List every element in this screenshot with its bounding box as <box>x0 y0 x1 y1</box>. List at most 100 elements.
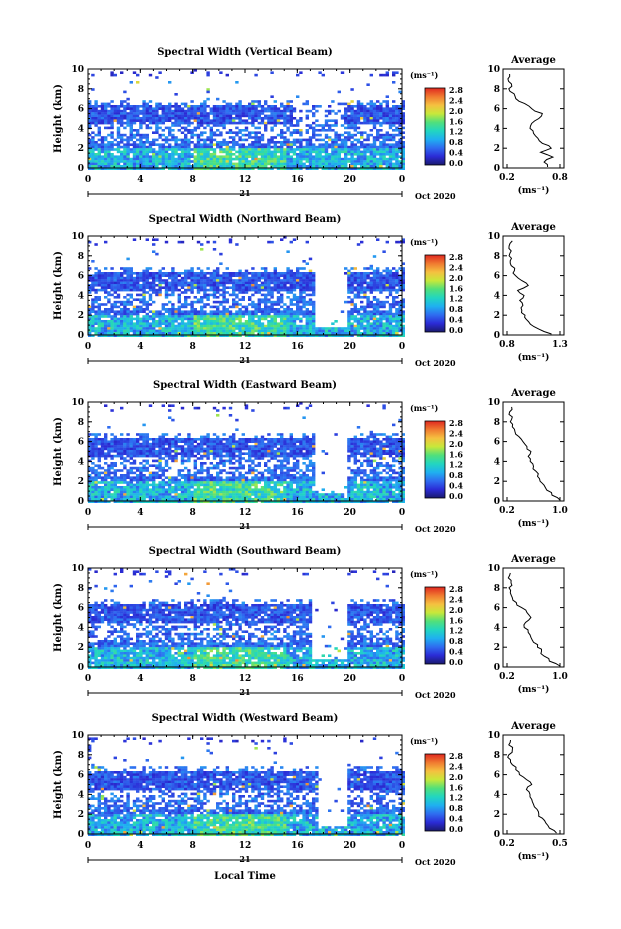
x-tick-label: 12 <box>239 175 252 185</box>
colorbar-tick-label: 2.4 <box>449 761 463 771</box>
average-title: Average <box>510 222 556 233</box>
average-title: Average <box>510 55 556 66</box>
colorbar-tick-label: 0.4 <box>449 814 463 824</box>
y-tick-label: 4 <box>78 291 84 301</box>
heatmap-cells <box>88 737 405 836</box>
y-tick-label: 6 <box>78 438 84 448</box>
average-y-tick-label: 0 <box>494 663 500 673</box>
average-frame <box>502 401 565 502</box>
panel-title: Spectral Width (Westward Beam) <box>152 713 339 724</box>
colorbar <box>424 87 446 166</box>
average-x-tick-label: 0.2 <box>499 839 515 849</box>
average-y-tick-label: 2 <box>494 477 500 487</box>
colorbar-unit: (ms⁻¹) <box>410 403 438 413</box>
x-tick-label: 20 <box>343 175 356 185</box>
x-tick-label: 8 <box>190 342 196 352</box>
colorbar-tick-label: 1.2 <box>449 793 463 803</box>
x-tick-label: 0 <box>85 342 91 352</box>
colorbar-tick-label: 2.4 <box>449 428 463 438</box>
average-x-label: (ms⁻¹) <box>518 851 550 862</box>
x-tick-label: 0 <box>85 175 91 185</box>
y-tick-label: 8 <box>78 751 84 761</box>
average-y-tick-label: 6 <box>494 105 500 115</box>
y-tick-label: 2 <box>78 311 84 321</box>
average-y-tick-label: 10 <box>487 232 500 242</box>
average-y-tick-label: 0 <box>494 497 500 507</box>
colorbar-tick-label: 2.0 <box>449 106 463 116</box>
average-y-tick-label: 4 <box>494 457 500 467</box>
x-tick-label: 4 <box>137 841 143 851</box>
colorbar-tick-label: 1.6 <box>449 449 463 459</box>
x-tick-label: 20 <box>343 674 356 684</box>
average-y-tick-label: 2 <box>494 311 500 321</box>
colorbar-tick-label: 2.4 <box>449 594 463 604</box>
colorbar-tick-label: 2.0 <box>449 772 463 782</box>
colorbar-tick-label: 1.6 <box>449 615 463 625</box>
average-x-tick-label: 1.0 <box>552 672 568 682</box>
colorbar-tick-label: 0.0 <box>449 657 463 667</box>
average-y-tick-label: 4 <box>494 124 500 134</box>
average-x-tick-label: 0.2 <box>499 672 515 682</box>
y-tick-label: 0 <box>78 497 84 507</box>
x-tick-label: 0 <box>399 342 405 352</box>
x-tick-label: 0 <box>399 175 405 185</box>
colorbar-tick-label: 1.2 <box>449 127 463 137</box>
y-tick-label: 0 <box>78 164 84 174</box>
date-label: Oct 2020 <box>415 857 456 867</box>
panel-title: Spectral Width (Eastward Beam) <box>153 380 337 391</box>
y-tick-label: 6 <box>78 272 84 282</box>
colorbar-unit: (ms⁻¹) <box>410 237 438 247</box>
average-x-label: (ms⁻¹) <box>518 684 550 695</box>
average-y-tick-label: 10 <box>487 65 500 75</box>
y-tick-label: 10 <box>71 232 84 242</box>
panel-title: Spectral Width (Southward Beam) <box>149 546 342 557</box>
x-tick-label: 0 <box>399 841 405 851</box>
date-label: Oct 2020 <box>415 191 456 201</box>
colorbar-unit: (ms⁻¹) <box>410 569 438 579</box>
average-x-tick-label: 1.3 <box>552 340 568 350</box>
colorbar <box>424 254 446 333</box>
average-y-tick-label: 10 <box>487 564 500 574</box>
y-tick-label: 8 <box>78 418 84 428</box>
y-axis-label: Height (km) <box>53 84 64 153</box>
colorbar-tick-label: 0.8 <box>449 470 463 480</box>
x-tick-label: 16 <box>291 175 304 185</box>
x-tick-label: 20 <box>343 841 356 851</box>
y-axis-label: Height (km) <box>53 417 64 486</box>
colorbar-unit: (ms⁻¹) <box>410 736 438 746</box>
average-y-tick-label: 4 <box>494 790 500 800</box>
colorbar-tick-label: 0.4 <box>449 481 463 491</box>
date-label: Oct 2020 <box>415 524 456 534</box>
colorbar-tick-label: 2.4 <box>449 262 463 272</box>
average-profile-line <box>507 572 561 667</box>
y-tick-label: 6 <box>78 105 84 115</box>
y-tick-label: 2 <box>78 643 84 653</box>
colorbar-unit: (ms⁻¹) <box>410 70 438 80</box>
beam-panel-1: Spectral Width (Vertical Beam) 0 2 4 6 8 10 Hei… <box>53 47 568 201</box>
average-y-tick-label: 6 <box>494 771 500 781</box>
x-tick-label: 16 <box>291 342 304 352</box>
colorbar <box>424 586 446 665</box>
beam-panel-5: Spectral Width (Westward Beam) 0 2 4 6 8 10 Hei… <box>53 713 568 867</box>
y-axis-label: Height (km) <box>53 750 64 819</box>
average-x-tick-label: 1.0 <box>552 506 568 516</box>
average-x-label: (ms⁻¹) <box>518 352 550 363</box>
y-tick-label: 10 <box>71 564 84 574</box>
y-tick-label: 6 <box>78 604 84 614</box>
average-y-tick-label: 6 <box>494 438 500 448</box>
y-tick-label: 4 <box>78 124 84 134</box>
average-x-tick-label: 0.8 <box>499 340 515 350</box>
y-tick-label: 8 <box>78 584 84 594</box>
x-tick-label: 12 <box>239 674 252 684</box>
colorbar-tick-label: 0.0 <box>449 325 463 335</box>
colorbar <box>424 753 446 832</box>
y-tick-label: 0 <box>78 331 84 341</box>
x-tick-label: 20 <box>343 508 356 518</box>
colorbar-tick-label: 0.8 <box>449 636 463 646</box>
x-tick-label: 20 <box>343 342 356 352</box>
average-frame <box>502 567 565 668</box>
average-y-tick-label: 0 <box>494 331 500 341</box>
average-y-tick-label: 10 <box>487 731 500 741</box>
x-tick-label: 0 <box>85 841 91 851</box>
average-frame <box>502 235 565 336</box>
